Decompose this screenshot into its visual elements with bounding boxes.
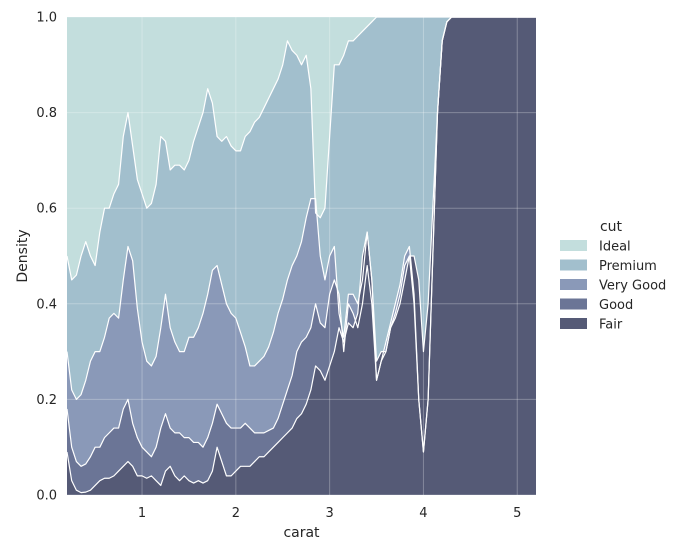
y-tick-label: 0.0 <box>36 489 57 504</box>
y-tick-label: 0.6 <box>36 202 57 217</box>
boundary-fair <box>66 16 536 494</box>
x-tick-label: 3 <box>325 506 333 521</box>
y-tick-label: 1.0 <box>36 11 57 26</box>
legend-swatch-premium <box>560 259 587 271</box>
x-tick-labels: 1 2 3 4 5 <box>138 506 521 521</box>
x-tick-label: 1 <box>138 506 146 521</box>
area-layers <box>67 17 536 495</box>
legend-label-very-good: Very Good <box>599 279 666 294</box>
legend-label-good: Good <box>599 298 633 313</box>
x-axis-label: carat <box>283 525 320 541</box>
boundary-premium <box>66 16 536 281</box>
x-tick-label: 5 <box>513 506 521 521</box>
y-tick-labels: 0.0 0.2 0.4 0.6 0.8 1.0 <box>36 11 57 504</box>
boundary-very-good <box>66 16 536 453</box>
legend-swatch-very-good <box>560 279 587 290</box>
legend-title: cut <box>600 219 623 235</box>
legend-swatch-fair <box>560 318 587 329</box>
legend-label-premium: Premium <box>599 259 657 274</box>
area-very-good <box>67 17 536 495</box>
legend-label-ideal: Ideal <box>599 240 631 255</box>
legend: cut Ideal Premium Very Good Good Fair <box>560 219 666 333</box>
legend-label-fair: Fair <box>599 318 623 333</box>
y-tick-label: 0.2 <box>36 393 57 408</box>
boundary-lines <box>66 16 536 494</box>
y-axis-label: Density <box>15 229 31 282</box>
y-tick-label: 0.8 <box>36 106 57 121</box>
x-tick-label: 2 <box>232 506 240 521</box>
legend-swatch-good <box>560 298 587 310</box>
x-tick-label: 4 <box>419 506 427 521</box>
y-tick-label: 0.4 <box>36 297 57 312</box>
area-fair <box>67 17 536 495</box>
legend-swatch-ideal <box>560 240 587 251</box>
grid-lines <box>67 16 536 496</box>
